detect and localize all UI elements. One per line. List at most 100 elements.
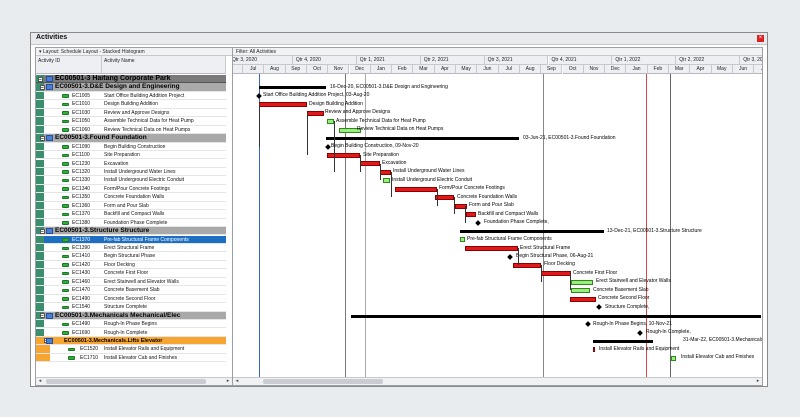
collapse-icon[interactable]: − [38, 76, 43, 83]
activity-row[interactable]: EC1540 Structure Complete [36, 303, 226, 312]
activity-bar[interactable] [455, 203, 467, 209]
scrollbar-thumb[interactable] [46, 379, 206, 384]
wbs-indent-band [36, 151, 44, 159]
activity-name: Install Underground Electric Conduit [104, 177, 185, 184]
activity-row[interactable]: EC1360 Form and Pour Slab [36, 201, 226, 211]
activity-bar[interactable] [360, 161, 380, 167]
gantt-horizontal-scrollbar[interactable]: ◂ ▸ [233, 377, 762, 385]
scroll-right-icon[interactable]: ▸ [756, 378, 760, 384]
activity-row[interactable]: EC1320 Install Underground Water Lines [36, 167, 226, 177]
activity-row[interactable]: EC1010 Design Building Addition [36, 100, 226, 109]
activity-bar[interactable] [259, 102, 307, 108]
collapse-icon[interactable]: − [40, 84, 45, 91]
wbs-icon [46, 76, 53, 82]
activity-row[interactable]: EC1460 Erect Stairwell and Elevator Walls [36, 277, 226, 287]
wbs-row[interactable]: − EC00501-3.Mechanicals Mechanical/Elec [36, 311, 226, 320]
activity-bar[interactable] [395, 186, 437, 192]
milestone-icon[interactable] [637, 329, 643, 336]
wbs-summary-bar[interactable] [326, 137, 519, 141]
activity-bar[interactable] [571, 279, 593, 285]
wbs-summary-bar[interactable] [593, 339, 653, 343]
filter-bar[interactable]: Filter: All Activities [233, 48, 762, 56]
activity-row[interactable]: EC1030 Review and Approve Designs [36, 108, 226, 118]
chevron-down-icon: ▾ [39, 49, 42, 55]
activity-bar[interactable] [383, 178, 390, 184]
layout-selector[interactable]: ▾ Layout: Schedule Layout - Stacked Hist… [36, 48, 232, 56]
activity-row[interactable]: EC1350 Concrete Foundation Walls [36, 193, 226, 202]
wbs-row[interactable]: − EC00501-3.Structure Structure [36, 227, 226, 236]
activity-name: Begin Structural Phase [104, 253, 156, 260]
activity-row[interactable]: EC1050 Assemble Technical Data for Heat P… [36, 117, 226, 126]
activity-row[interactable]: EC1710 Install Elevator Cab and Finishes [36, 353, 226, 363]
wbs-indent-band [36, 142, 44, 150]
horizontal-scrollbar[interactable]: ◂ ▸ [36, 377, 232, 385]
activity-row[interactable]: EC1420 Floor Decking [36, 260, 226, 270]
activity-bar[interactable] [339, 127, 361, 133]
wbs-summary-bar[interactable] [351, 314, 761, 318]
activity-row[interactable]: EC1520 Install Elevator Rails and Equipme… [36, 345, 226, 354]
activity-bar[interactable] [307, 110, 324, 116]
activity-bar[interactable] [671, 355, 676, 361]
activity-row[interactable]: EC1390 Erect Structural Frame [36, 244, 226, 253]
activity-bar[interactable] [570, 296, 596, 302]
wbs-row[interactable]: − EC00501-3.Found Foundation [36, 134, 226, 143]
activity-row[interactable]: EC1490 Rough-In Phase Begins [36, 320, 226, 329]
activity-row[interactable]: EC1330 Install Underground Electric Condu… [36, 176, 226, 185]
activity-bar[interactable] [327, 152, 360, 158]
wbs-row[interactable]: − EC00501-3 Haitang Corporate Park [36, 75, 226, 84]
activity-row[interactable]: EC1230 Excavation [36, 159, 226, 168]
activity-row[interactable]: EC1470 Concrete Basement Slab [36, 286, 226, 295]
activity-row[interactable]: EC1340 Form/Pour Concrete Footings [36, 184, 226, 194]
milestone-icon[interactable] [325, 144, 331, 150]
activity-bar[interactable] [435, 195, 454, 201]
activity-row[interactable]: EC1410 Begin Structural Phase [36, 252, 226, 261]
activity-bar[interactable] [593, 347, 595, 353]
activity-name: Begin Building Construction [104, 143, 166, 150]
activity-bar[interactable] [465, 245, 518, 251]
layout-label: Layout: Schedule Layout - Stacked Histog… [42, 49, 145, 55]
milestone-icon[interactable] [256, 93, 262, 100]
quarter-label: Qtr 1, 2022 [612, 56, 677, 65]
quarter-label: Qtr 4, 2020 [292, 56, 357, 65]
activity-row[interactable]: EC1430 Concrete First Floor [36, 269, 226, 278]
activity-icon [62, 221, 69, 225]
wbs-indent-band [36, 252, 44, 260]
milestone-icon[interactable] [585, 321, 591, 328]
activity-bar[interactable] [541, 271, 571, 277]
activity-row[interactable]: EC1370 Pre-fab Structural Frame Component… [36, 235, 226, 244]
scroll-left-icon[interactable]: ◂ [38, 378, 42, 384]
activity-row[interactable]: EC1490 Concrete Second Floor [36, 294, 226, 304]
collapse-icon[interactable]: − [40, 135, 45, 142]
activity-bar[interactable] [571, 288, 590, 294]
column-header-activity-id[interactable]: Activity ID [36, 56, 102, 74]
wbs-row[interactable]: − EC00501-3.D&E Design and Engineering [36, 83, 226, 92]
activity-bar[interactable] [327, 119, 334, 125]
activity-row[interactable]: EC1005 Start Office Building Addition Pro… [36, 91, 226, 101]
collapse-icon[interactable]: − [40, 313, 45, 320]
activity-bar[interactable] [513, 262, 541, 268]
wbs-summary-bar[interactable] [460, 230, 604, 234]
activity-row[interactable]: EC1690 Rough-In Complete [36, 328, 226, 337]
wbs-summary-bar[interactable] [259, 86, 326, 90]
activity-bar[interactable] [460, 237, 465, 243]
activity-bar[interactable] [380, 169, 391, 175]
activity-row[interactable]: EC1090 Begin Building Construction [36, 142, 226, 151]
milestone-icon[interactable] [507, 253, 513, 260]
milestone-icon[interactable] [475, 220, 481, 226]
activity-bar[interactable] [466, 212, 476, 217]
close-icon[interactable]: × [757, 35, 764, 42]
activity-name: Review and Approve Designs [104, 109, 170, 116]
column-header-activity-name[interactable]: Activity Name [102, 56, 226, 74]
scroll-left-icon[interactable]: ◂ [235, 378, 239, 384]
milestone-icon[interactable] [596, 304, 602, 311]
scroll-right-icon[interactable]: ▸ [226, 378, 230, 384]
collapse-icon[interactable]: − [40, 228, 45, 235]
activity-row[interactable]: EC1060 Review Technical Data on Heat Pump… [36, 125, 226, 135]
wbs-row[interactable]: −EC00501-3.Mechanicals.Lifts Elevator [36, 336, 226, 346]
activity-row[interactable]: EC1100 Site Preparation [36, 151, 226, 160]
activity-id: EC1430 [72, 270, 91, 277]
activity-row[interactable]: EC1370 Backfill and Compact Walls [36, 210, 226, 219]
activity-row[interactable]: EC1380 Foundation Phase Complete [36, 218, 226, 228]
scrollbar-thumb[interactable] [263, 379, 383, 384]
activity-icon [62, 145, 69, 149]
